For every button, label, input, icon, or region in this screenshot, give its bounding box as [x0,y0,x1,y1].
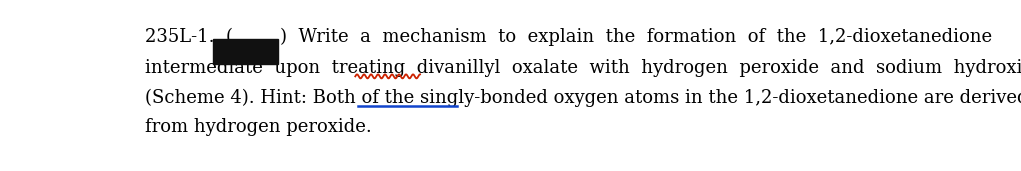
Text: 235L-1.  (: 235L-1. ( [145,28,233,46]
Text: from hydrogen peroxide.: from hydrogen peroxide. [145,118,372,136]
Text: )  Write  a  mechanism  to  explain  the  formation  of  the  1,2-dioxetanedione: ) Write a mechanism to explain the forma… [280,28,992,46]
Bar [212,39,278,64]
Text: intermediate  upon  treating  divanillyl  oxalate  with  hydrogen  peroxide  and: intermediate upon treating divanillyl ox… [145,59,1021,77]
Text: (Scheme 4). Hint: Both of the singly-bonded oxygen atoms in the 1,2-dioxetanedio: (Scheme 4). Hint: Both of the singly-bon… [145,89,1021,107]
